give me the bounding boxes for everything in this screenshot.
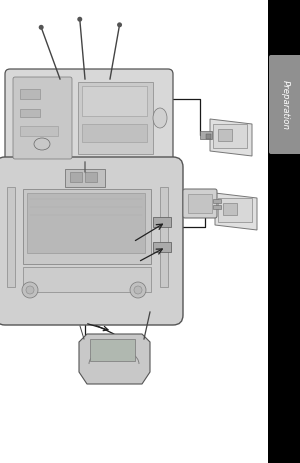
- Bar: [85, 173, 97, 182]
- Circle shape: [134, 287, 142, 294]
- Circle shape: [77, 18, 82, 23]
- Bar: [188, 194, 212, 213]
- Bar: [70, 173, 82, 182]
- FancyArrowPatch shape: [88, 324, 108, 331]
- Circle shape: [22, 282, 38, 298]
- Circle shape: [117, 23, 122, 28]
- Bar: [90, 339, 135, 361]
- Bar: [200, 131, 212, 140]
- Bar: [7, 188, 15, 288]
- FancyBboxPatch shape: [269, 56, 300, 155]
- Bar: [27, 194, 145, 253]
- Polygon shape: [215, 194, 257, 231]
- Bar: [218, 130, 232, 142]
- Bar: [160, 188, 168, 288]
- FancyBboxPatch shape: [13, 78, 72, 160]
- Ellipse shape: [153, 109, 167, 129]
- Bar: [20, 127, 58, 137]
- Text: Preparation: Preparation: [281, 80, 290, 130]
- Bar: [20, 110, 40, 118]
- Circle shape: [39, 26, 44, 31]
- Bar: [213, 125, 247, 149]
- Bar: [82, 87, 147, 117]
- FancyBboxPatch shape: [0, 158, 183, 325]
- Bar: [206, 135, 211, 140]
- FancyBboxPatch shape: [5, 70, 173, 168]
- Bar: [213, 200, 221, 204]
- Circle shape: [26, 287, 34, 294]
- Bar: [65, 169, 105, 188]
- Bar: [213, 206, 221, 210]
- Bar: [23, 268, 151, 292]
- Bar: [20, 90, 40, 100]
- Bar: [0, 0, 268, 463]
- Bar: [23, 189, 151, 264]
- Bar: [218, 199, 252, 223]
- Circle shape: [130, 282, 146, 298]
- Bar: [153, 243, 171, 252]
- Polygon shape: [210, 120, 252, 156]
- Bar: [153, 218, 171, 227]
- FancyBboxPatch shape: [183, 189, 217, 219]
- Bar: [82, 125, 147, 143]
- Bar: [78, 83, 153, 155]
- Bar: [223, 204, 237, 216]
- Polygon shape: [79, 334, 150, 384]
- Ellipse shape: [34, 139, 50, 150]
